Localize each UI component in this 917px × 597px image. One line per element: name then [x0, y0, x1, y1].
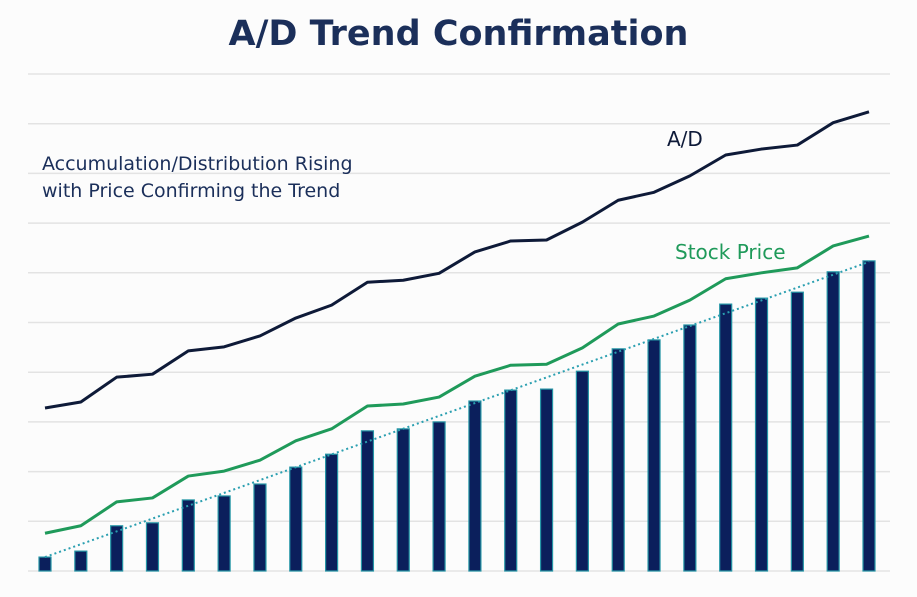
bar — [647, 339, 661, 572]
bar — [181, 499, 195, 572]
annotation-line-2: with Price Confirming the Trend — [42, 180, 341, 202]
bar — [611, 348, 625, 572]
annotation-line-1: Accumulation/Distribution Rising — [42, 153, 353, 175]
bar — [289, 466, 303, 572]
ad-line — [44, 110, 870, 410]
trendline — [44, 260, 870, 559]
bar — [38, 556, 52, 572]
chart-title: A/D Trend Confirmation — [228, 14, 689, 54]
bar — [110, 525, 124, 572]
bar — [396, 428, 410, 572]
bar — [539, 388, 554, 572]
bar — [826, 271, 840, 572]
bar — [575, 370, 589, 572]
bar — [468, 400, 482, 572]
bar — [253, 483, 267, 572]
series-label-stock-price: Stock Price — [675, 240, 786, 264]
chart-annotation: Accumulation/Distribution Rising with Pr… — [42, 151, 353, 205]
bar — [683, 324, 697, 572]
bar — [74, 550, 88, 572]
bar — [432, 421, 446, 572]
stock-price-line — [44, 234, 870, 535]
bar — [325, 453, 339, 572]
bar — [217, 495, 231, 572]
bar — [754, 297, 769, 572]
bar — [862, 260, 876, 572]
series-label-ad: A/D — [667, 127, 703, 151]
bar — [719, 303, 733, 572]
bar — [145, 522, 160, 572]
bar — [790, 291, 804, 572]
bar — [504, 389, 518, 572]
bar — [360, 430, 375, 572]
